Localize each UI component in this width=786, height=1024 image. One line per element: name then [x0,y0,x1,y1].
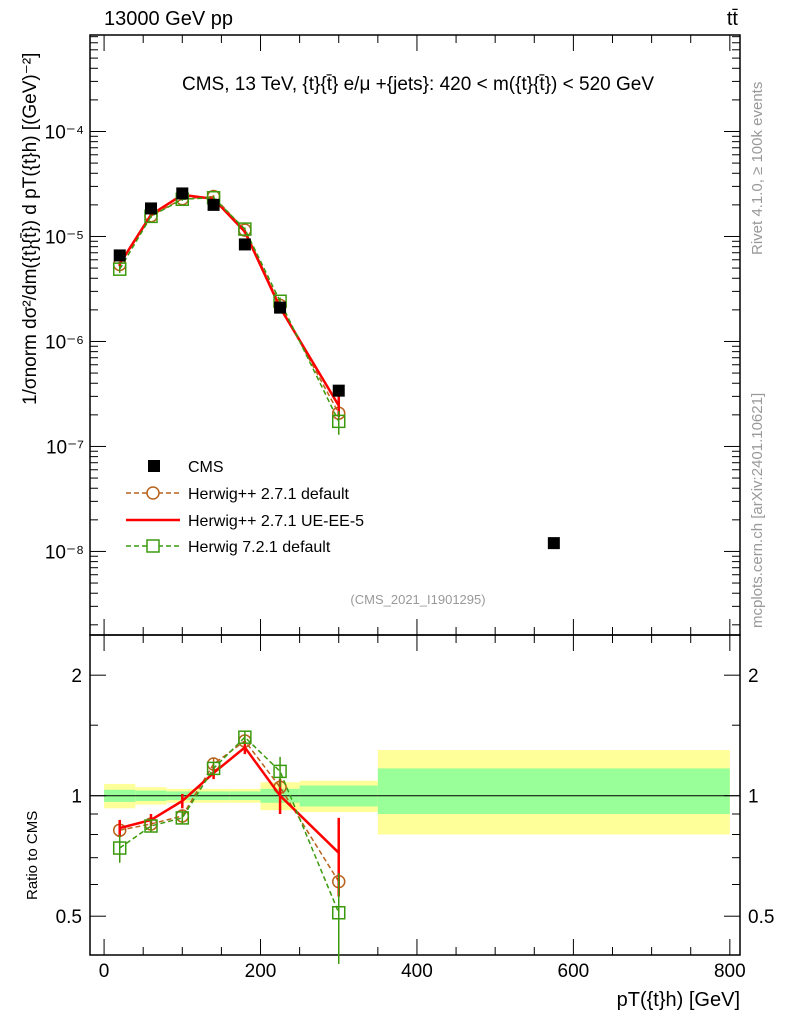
xlabel: pT({t}h) [GeV] [617,989,740,1011]
legend-entry: Herwig++ 2.7.1 UE-EE-5 [188,513,364,530]
analysis-annotation: (CMS_2021_I1901295) [350,592,485,607]
mcplots-label: mcplots.cern.ch [arXiv:2401.10621] [749,393,766,628]
square-marker [238,730,252,744]
main-ylabel: 1/σnorm dσ²/dm({t}{t̄}) d pT({t}h) [(GeV… [20,53,41,405]
ytick-label: 10⁻⁴ [45,122,84,143]
ytick-label-right: 0.5 [748,907,774,928]
legend-entry: Herwig 7.2.1 default [188,539,331,556]
header-left: 13000 GeV pp [104,8,233,30]
ytick-label-right: 1 [748,787,759,808]
model-line-main [119,196,340,422]
legend-entry: CMS [188,459,224,476]
square-marker [331,414,346,429]
xtick-label: 400 [401,961,433,982]
square-marker [175,811,190,825]
square-marker [273,764,287,779]
ytick-label: 10⁻⁷ [46,437,84,458]
ytick-label-right: 2 [748,666,759,687]
xtick-label: 200 [245,961,277,982]
ytick-label: 10⁻⁵ [45,227,84,248]
cms-data-point [207,198,220,211]
square-marker [331,906,346,920]
model-line-main [119,195,340,414]
model-line-ratio [119,736,340,914]
square-marker [206,761,221,776]
main-title: CMS, 13 TeV, {t}{t̄} e/μ +{jets}: 420 < … [182,74,654,95]
cms-data-point [145,202,158,215]
header-right: tt̄ [727,8,739,30]
cms-data-point [274,301,287,314]
square-marker [112,262,127,276]
cms-data-point [113,249,126,262]
ratio-frame [89,634,741,956]
legend-square-marker [146,539,160,553]
band-stat [377,768,730,815]
cms-data-point [238,238,251,251]
xtick-label: 800 [714,961,746,982]
xtick-label: 0 [99,961,110,982]
xtick-label: 600 [558,961,590,982]
cms-data-point [176,187,189,200]
cms-data-point [332,384,345,397]
ytick-label: 10⁻⁶ [45,332,84,353]
square-marker [112,841,127,855]
ytick-label: 0.5 [56,907,82,928]
ytick-label: 10⁻⁸ [45,542,84,563]
legend-entry: Herwig++ 2.7.1 default [188,486,350,503]
square-marker [144,819,158,833]
rivet-label: Rivet 4.1.0, ≥ 100k events [749,82,766,255]
legend-circle-marker [146,486,160,500]
ytick-label: 1 [71,787,82,808]
legend-cms-marker [148,460,160,472]
cms-data-point [547,537,560,550]
square-marker [238,222,252,236]
ratio-ylabel: Ratio to CMS [24,811,41,900]
ytick-label: 2 [71,666,82,687]
model-line-main [118,193,340,407]
